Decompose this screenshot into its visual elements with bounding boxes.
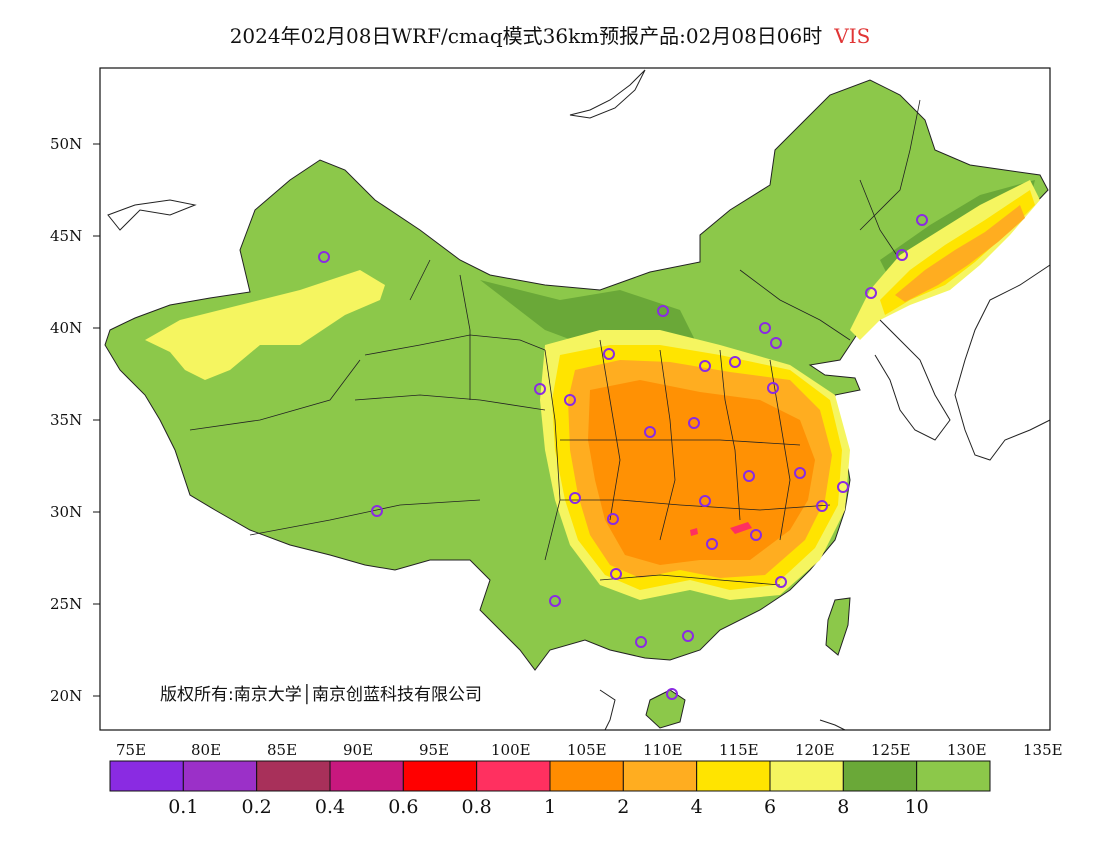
station-marker bbox=[794, 467, 806, 479]
station-marker bbox=[729, 356, 741, 368]
station-marker bbox=[564, 394, 576, 406]
colorbar-swatch bbox=[402, 760, 478, 792]
lat-label: 20N bbox=[50, 687, 82, 705]
colorbar-tick-label: 1 bbox=[544, 796, 556, 818]
lon-label: 100E bbox=[491, 741, 531, 759]
colorbar-tick-label: 10 bbox=[905, 796, 929, 818]
province-boundaries bbox=[189, 99, 921, 586]
station-markers bbox=[318, 214, 928, 700]
station-marker bbox=[916, 214, 928, 226]
kazakhstan-lake-outline bbox=[107, 199, 197, 231]
map-title: 2024年02月08日WRF/cmaq模式36km预报产品:02月08日06时 V… bbox=[0, 20, 1100, 49]
colorbar-swatch bbox=[622, 760, 698, 792]
title-text: 2024年02月08日WRF/cmaq模式36km预报产品:02月08日06时 bbox=[229, 24, 823, 48]
station-marker bbox=[706, 538, 718, 550]
lon-label: 95E bbox=[419, 741, 449, 759]
lat-label: 30N bbox=[50, 503, 82, 521]
colorbar-swatch bbox=[696, 760, 771, 792]
colorbar-tick-label: 0.2 bbox=[242, 796, 272, 818]
station-marker bbox=[775, 576, 787, 588]
colorbar-swatch bbox=[109, 760, 184, 792]
lat-label: 50N bbox=[50, 135, 82, 153]
latitude-axis: 50N 45N 40N 35N 30N 25N 20N bbox=[50, 135, 100, 705]
colorbar: 0.1 0.2 0.4 0.6 0.8 1 2 4 6 8 10 bbox=[109, 760, 991, 818]
map-frame bbox=[99, 67, 1051, 731]
colorbar-swatch bbox=[476, 760, 551, 792]
indochina-outline bbox=[599, 689, 846, 731]
red-spot bbox=[690, 528, 698, 536]
station-marker bbox=[534, 383, 546, 395]
station-marker bbox=[607, 513, 619, 525]
station-marker bbox=[644, 426, 656, 438]
lon-label: 75E bbox=[116, 741, 146, 759]
lon-label: 105E bbox=[567, 741, 607, 759]
japan-outline bbox=[954, 264, 1051, 461]
station-marker bbox=[750, 529, 762, 541]
colorbar-swatch bbox=[916, 760, 991, 792]
colorbar-swatch bbox=[329, 760, 404, 792]
taiwan-island bbox=[825, 597, 851, 656]
station-marker bbox=[569, 492, 581, 504]
station-marker bbox=[865, 287, 877, 299]
lon-label: 120E bbox=[795, 741, 835, 759]
lon-label: 80E bbox=[191, 741, 221, 759]
station-marker bbox=[688, 417, 700, 429]
longitude-axis: 75E 80E 85E 90E 95E 100E 105E 110E 115E … bbox=[116, 741, 1063, 759]
siberian-coast-outline bbox=[569, 69, 646, 119]
lon-label: 85E bbox=[267, 741, 297, 759]
station-marker bbox=[610, 568, 622, 580]
lon-label: 115E bbox=[719, 741, 759, 759]
colorbar-tick-label: 0.6 bbox=[388, 796, 418, 818]
station-marker bbox=[657, 305, 669, 317]
lat-label: 40N bbox=[50, 319, 82, 337]
station-marker bbox=[318, 251, 330, 263]
station-marker bbox=[682, 630, 694, 642]
light-yellow-northwest bbox=[145, 270, 385, 380]
korea-outline bbox=[874, 319, 951, 441]
lon-label: 90E bbox=[343, 741, 373, 759]
colorbar-swatch bbox=[769, 760, 844, 792]
lon-label: 125E bbox=[871, 741, 911, 759]
lat-label: 35N bbox=[50, 411, 82, 429]
colorbar-swatch bbox=[842, 760, 918, 792]
station-marker bbox=[767, 382, 779, 394]
orange-central bbox=[588, 380, 815, 565]
lon-label: 135E bbox=[1023, 741, 1063, 759]
station-marker bbox=[699, 495, 711, 507]
lat-label: 25N bbox=[50, 595, 82, 613]
station-marker bbox=[837, 481, 849, 493]
station-marker bbox=[603, 348, 615, 360]
station-marker bbox=[896, 249, 908, 261]
copyright-notice: 版权所有:南京大学│南京创蓝科技有限公司 bbox=[160, 685, 482, 705]
colorbar-swatch bbox=[256, 760, 331, 792]
colorbar-swatch bbox=[182, 760, 258, 792]
station-marker bbox=[770, 337, 782, 349]
station-marker bbox=[371, 505, 383, 517]
station-marker bbox=[759, 322, 771, 334]
colorbar-tick-label: 2 bbox=[617, 796, 629, 818]
station-marker bbox=[699, 360, 711, 372]
colorbar-swatch bbox=[549, 760, 624, 792]
colorbar-tick-label: 6 bbox=[764, 796, 776, 818]
light-orange-northeast bbox=[895, 205, 1025, 302]
lat-label: 45N bbox=[50, 227, 82, 245]
station-marker bbox=[549, 595, 561, 607]
station-marker bbox=[816, 500, 828, 512]
colorbar-tick-label: 0.8 bbox=[462, 796, 492, 818]
red-spot bbox=[730, 522, 752, 534]
lon-label: 110E bbox=[643, 741, 683, 759]
station-marker bbox=[635, 636, 647, 648]
colorbar-tick-label: 0.1 bbox=[168, 796, 198, 818]
colorbar-tick-label: 0.4 bbox=[315, 796, 345, 818]
colorbar-tick-label: 4 bbox=[691, 796, 703, 818]
station-marker bbox=[743, 470, 755, 482]
station-marker bbox=[666, 688, 678, 700]
lon-label: 130E bbox=[947, 741, 987, 759]
variable-name: VIS bbox=[834, 24, 871, 48]
colorbar-tick-label: 8 bbox=[837, 796, 849, 818]
